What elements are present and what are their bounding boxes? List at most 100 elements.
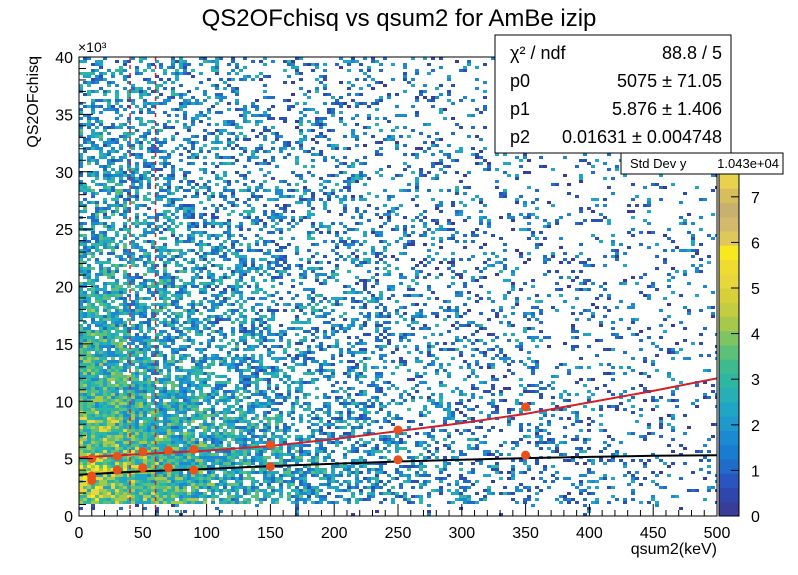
heatmap-cell [103,444,107,447]
heatmap-cell [131,234,135,237]
heatmap-cell [211,222,215,225]
heatmap-cell [111,108,115,111]
heatmap-cell [135,219,139,222]
heatmap-cell [203,192,207,195]
heatmap-cell [99,459,103,462]
heatmap-cell [307,237,311,240]
heatmap-cell [283,246,287,249]
heatmap-cell [207,78,211,81]
heatmap-cell [247,390,251,393]
heatmap-cell [143,336,147,339]
heatmap-cell [171,384,175,387]
heatmap-cell [123,78,127,81]
heatmap-cell [299,195,303,198]
heatmap-cell [255,75,259,78]
heatmap-cell [147,162,151,165]
heatmap-cell [271,333,275,336]
heatmap-cell [159,468,163,471]
heatmap-cell [83,348,87,351]
heatmap-cell [227,456,231,459]
heatmap-cell [111,105,115,108]
heatmap-cell [179,84,183,87]
heatmap-cell [79,186,83,189]
heatmap-cell [211,66,215,69]
heatmap-cell [87,246,91,249]
heatmap-cell [111,438,115,441]
heatmap-cell [275,501,279,504]
heatmap-cell [79,438,83,441]
heatmap-cell [159,447,163,450]
heatmap-cell [251,366,255,369]
heatmap-cell [119,165,123,168]
heatmap-cell [211,336,215,339]
heatmap-cell [143,333,147,336]
heatmap-cell [171,462,175,465]
heatmap-cell [307,393,311,396]
heatmap-cell [235,480,239,483]
heatmap-cell [311,291,315,294]
heatmap-cell [151,339,155,342]
heatmap-cell [235,318,239,321]
heatmap-cell [191,393,195,396]
heatmap-cell [111,126,115,129]
heatmap-cell [295,438,299,441]
heatmap-cell [315,135,319,138]
heatmap-cell [119,285,123,288]
heatmap-cell [131,483,135,486]
heatmap-cell [323,273,327,276]
heatmap-cell [171,342,175,345]
heatmap-cell [271,177,275,180]
heatmap-cell [95,444,99,447]
heatmap-cell [315,294,319,297]
heatmap-cell [287,342,291,345]
heatmap-cell [319,198,323,201]
heatmap-cell [291,357,295,360]
heatmap-cell [91,294,95,297]
heatmap-cell [151,489,155,492]
heatmap-cell [79,201,83,204]
heatmap-cell [255,216,259,219]
heatmap-cell [287,99,291,102]
heatmap-cell [95,369,99,372]
heatmap-cell [151,444,155,447]
heatmap-cell [151,492,155,495]
heatmap-cell [131,354,135,357]
heatmap-cell [187,72,191,75]
heatmap-cell [279,414,283,417]
heatmap-cell [79,351,83,354]
heatmap-cell [163,102,167,105]
heatmap-cell [255,270,259,273]
heatmap-cell [187,315,191,318]
heatmap-cell [79,315,83,318]
heatmap-cell [259,144,263,147]
heatmap-cell [287,459,291,462]
heatmap-cell [203,186,207,189]
heatmap-cell [91,63,95,66]
heatmap-cell [251,156,255,159]
heatmap-cell [203,501,207,504]
heatmap-cell [79,264,83,267]
heatmap-cell [199,369,203,372]
heatmap-cell [235,264,239,267]
heatmap-cell [127,306,131,309]
heatmap-cell [239,495,243,498]
heatmap-cell [163,204,167,207]
heatmap-cell [279,333,283,336]
heatmap-cell [179,423,183,426]
heatmap-cell [83,399,87,402]
heatmap-cell [151,369,155,372]
heatmap-cell [91,402,95,405]
heatmap-cell [291,471,295,474]
heatmap-cell [251,468,255,471]
heatmap-cell [163,318,167,321]
heatmap-cell [183,393,187,396]
heatmap-cell [303,483,307,486]
heatmap-cell [115,315,119,318]
heatmap-cell [303,360,307,363]
heatmap-cell [267,117,271,120]
heatmap-cell [163,276,167,279]
heatmap-cell [135,222,139,225]
heatmap-cell [159,396,163,399]
heatmap-cell [95,447,99,450]
heatmap-cell [143,456,147,459]
